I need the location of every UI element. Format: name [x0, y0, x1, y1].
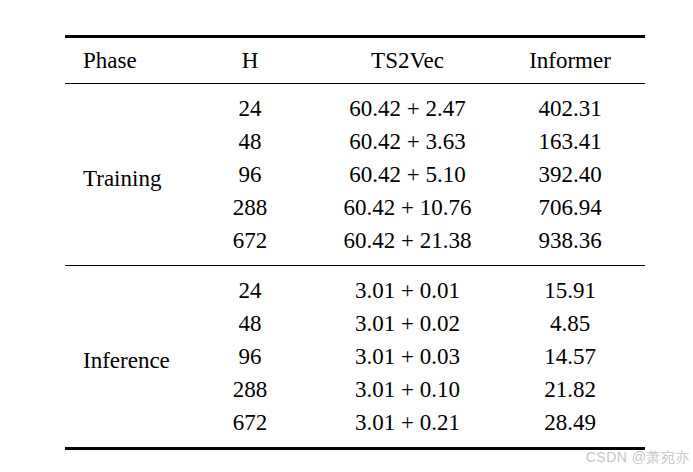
- col-header-phase: Phase: [65, 37, 180, 84]
- header-row: Phase H TS2Vec Informer: [65, 37, 645, 84]
- results-table: Phase H TS2Vec Informer Training 24 60.4…: [65, 35, 645, 450]
- h-value: 288: [180, 191, 320, 224]
- ts2vec-value: 60.42 + 3.63: [320, 125, 495, 158]
- informer-value: 28.49: [495, 406, 645, 449]
- page: Phase H TS2Vec Informer Training 24 60.4…: [0, 0, 693, 472]
- h-value: 288: [180, 373, 320, 406]
- ts2vec-value: 60.42 + 2.47: [320, 84, 495, 126]
- h-value: 672: [180, 224, 320, 266]
- phase-label-training: Training: [65, 84, 180, 266]
- table-row: Inference 24 3.01 + 0.01 15.91: [65, 266, 645, 308]
- informer-value: 4.85: [495, 307, 645, 340]
- informer-value: 15.91: [495, 266, 645, 308]
- col-header-ts2vec: TS2Vec: [320, 37, 495, 84]
- col-header-h: H: [180, 37, 320, 84]
- ts2vec-value: 3.01 + 0.02: [320, 307, 495, 340]
- ts2vec-value: 3.01 + 0.10: [320, 373, 495, 406]
- h-value: 672: [180, 406, 320, 449]
- ts2vec-value: 3.01 + 0.01: [320, 266, 495, 308]
- h-value: 96: [180, 158, 320, 191]
- ts2vec-value: 60.42 + 21.38: [320, 224, 495, 266]
- inference-section: Inference 24 3.01 + 0.01 15.91 48 3.01 +…: [65, 266, 645, 449]
- ts2vec-value: 60.42 + 5.10: [320, 158, 495, 191]
- informer-value: 392.40: [495, 158, 645, 191]
- informer-value: 163.41: [495, 125, 645, 158]
- h-value: 24: [180, 266, 320, 308]
- h-value: 24: [180, 84, 320, 126]
- informer-value: 706.94: [495, 191, 645, 224]
- h-value: 48: [180, 125, 320, 158]
- informer-value: 14.57: [495, 340, 645, 373]
- col-header-informer: Informer: [495, 37, 645, 84]
- ts2vec-value: 3.01 + 0.21: [320, 406, 495, 449]
- informer-value: 938.36: [495, 224, 645, 266]
- h-value: 48: [180, 307, 320, 340]
- ts2vec-value: 60.42 + 10.76: [320, 191, 495, 224]
- phase-label-inference: Inference: [65, 266, 180, 449]
- table-row: Training 24 60.42 + 2.47 402.31: [65, 84, 645, 126]
- training-section: Training 24 60.42 + 2.47 402.31 48 60.42…: [65, 84, 645, 266]
- informer-value: 402.31: [495, 84, 645, 126]
- h-value: 96: [180, 340, 320, 373]
- ts2vec-value: 3.01 + 0.03: [320, 340, 495, 373]
- informer-value: 21.82: [495, 373, 645, 406]
- watermark: CSDN @萧宛亦: [586, 449, 690, 467]
